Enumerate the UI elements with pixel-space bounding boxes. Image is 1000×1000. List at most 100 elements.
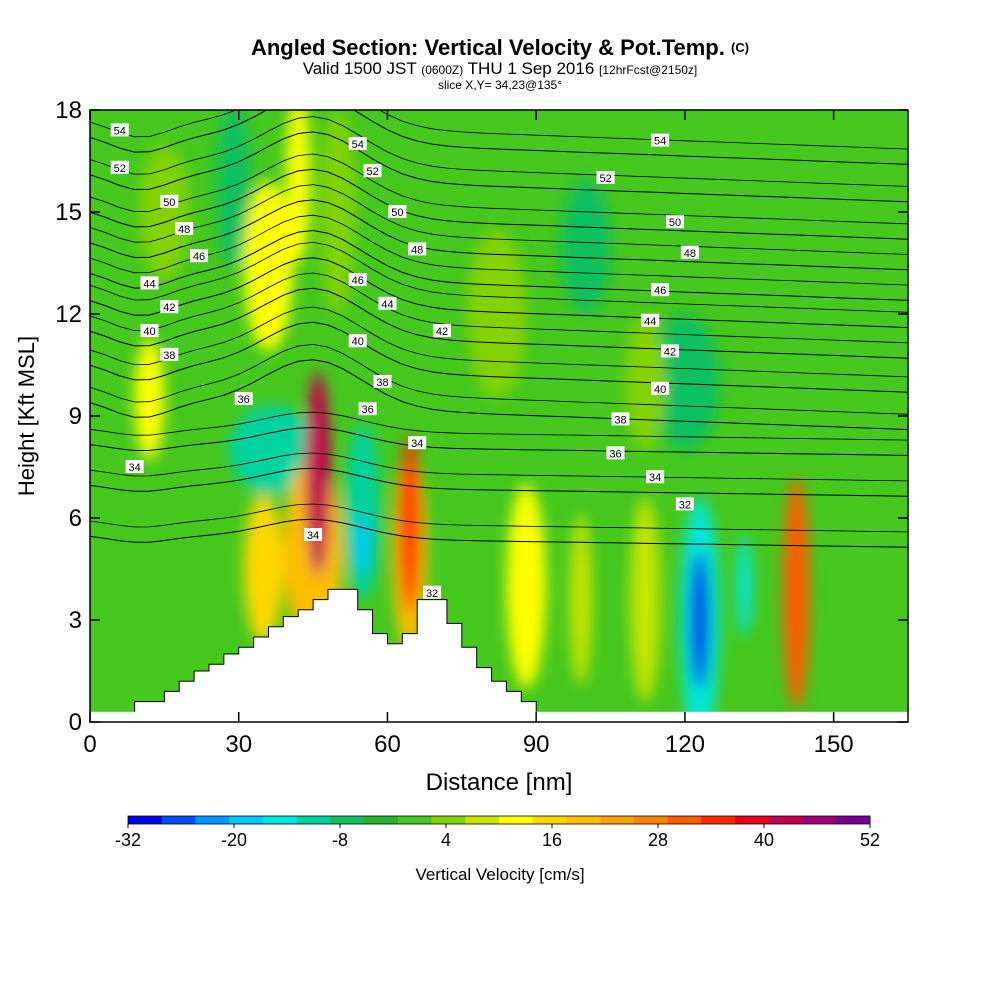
colorbar-tick-label: 4 xyxy=(441,830,451,850)
contour-label: 32 xyxy=(679,499,691,511)
theta-contour xyxy=(90,184,908,255)
theta-contour xyxy=(90,272,908,344)
x-tick-label: 90 xyxy=(523,731,550,758)
contour-label-box xyxy=(358,402,377,416)
velocity-cell xyxy=(630,497,661,702)
contour-label: 50 xyxy=(163,197,175,209)
contour-label: 40 xyxy=(654,384,666,396)
theta-contour xyxy=(90,110,908,150)
colorbar-swatch xyxy=(161,816,196,824)
contour-label: 44 xyxy=(644,316,656,328)
y-tick-label: 3 xyxy=(69,607,82,634)
colorbar-swatch xyxy=(465,816,500,824)
y-tick-label: 6 xyxy=(69,505,82,532)
theta-contour xyxy=(90,411,908,441)
contour-label: 40 xyxy=(352,336,364,348)
theta-contour xyxy=(90,241,908,313)
velocity-cell xyxy=(356,514,370,576)
colorbar-swatch xyxy=(364,816,399,824)
contour-label: 42 xyxy=(163,302,175,314)
y-tick-label: 15 xyxy=(55,199,82,226)
colorbar-tick-label: 40 xyxy=(754,830,774,850)
colorbar-tick-label: 16 xyxy=(542,830,562,850)
contour-label: 36 xyxy=(609,448,621,460)
contour-label-box xyxy=(611,412,630,426)
colorbar-swatch xyxy=(600,816,635,824)
contour-label-box xyxy=(110,123,129,137)
colorbar-label: Vertical Velocity [cm/s] xyxy=(415,865,584,884)
contour-label-box xyxy=(408,436,427,450)
valid-time: Valid 1500 JST xyxy=(302,59,417,78)
ground-strip xyxy=(90,711,908,722)
contour-label-box xyxy=(378,296,397,310)
contour-label-box xyxy=(110,160,129,174)
contour-label-box xyxy=(125,460,144,473)
contour-label: 32 xyxy=(426,588,438,600)
contour-label-box xyxy=(363,164,382,178)
contour-label-box xyxy=(373,375,392,388)
theta-contour xyxy=(90,168,908,240)
contour-label-box xyxy=(675,497,694,511)
theta-contour xyxy=(90,306,908,378)
x-tick-label: 150 xyxy=(814,731,854,758)
title-unit: (C) xyxy=(731,40,750,55)
contour-label-box xyxy=(140,324,159,337)
velocity-cell xyxy=(690,552,709,688)
contour-label: 36 xyxy=(238,394,250,406)
contour-label-box xyxy=(348,334,367,348)
contour-label: 46 xyxy=(352,275,364,287)
colorbar-swatch xyxy=(768,816,804,824)
title-main: Angled Section: Vertical Velocity & Pot.… xyxy=(250,35,725,60)
theta-contour xyxy=(90,321,908,393)
contour-label: 44 xyxy=(381,299,393,311)
contour-label-box xyxy=(661,344,680,358)
colorbar-swatch xyxy=(262,816,298,824)
velocity-cell xyxy=(399,436,420,614)
theta-contour xyxy=(90,343,908,415)
colorbar-swatch xyxy=(667,816,702,824)
velocity-cell xyxy=(216,110,252,270)
contour-label: 50 xyxy=(669,217,681,229)
contour-label-box xyxy=(606,446,625,460)
colorbar-tick-label: 52 xyxy=(860,830,880,850)
colorbar-swatch xyxy=(802,816,837,824)
velocity-cell xyxy=(345,422,381,600)
x-tick-label: 60 xyxy=(374,731,401,758)
contour-label-box xyxy=(423,585,442,599)
colorbar-swatch xyxy=(195,816,230,824)
contour-label: 48 xyxy=(684,248,696,260)
contour-label: 52 xyxy=(366,166,378,178)
theta-contour xyxy=(90,110,908,165)
theta-contour xyxy=(90,153,908,225)
contour-label: 46 xyxy=(654,285,666,297)
theta-contour xyxy=(90,116,908,187)
contour-labels: 54 52 50 48 46 44 42 40 38 36 34 34 54 52 50 48 46 44 42 40… xyxy=(110,123,699,600)
terrain xyxy=(90,588,908,722)
valid-date: THU 1 Sep 2016 xyxy=(467,59,595,78)
contour-label: 54 xyxy=(352,139,364,151)
colorbar: -32 -20 -8 4 16 28 40 52 xyxy=(115,815,880,850)
contour-label-box xyxy=(140,276,159,290)
contour-label-box xyxy=(348,273,367,286)
velocity-cell xyxy=(466,229,527,399)
contour-label-box xyxy=(408,242,427,256)
contour-label-box xyxy=(234,392,253,405)
colorbar-swatch xyxy=(296,816,331,824)
contour-label: 42 xyxy=(436,326,448,338)
colorbar-tick-label: -20 xyxy=(221,830,247,850)
colorbar-swatch xyxy=(397,816,433,824)
theta-contours xyxy=(90,110,908,548)
x-axis-label: Distance [nm] xyxy=(426,769,573,796)
velocity-cell xyxy=(569,514,592,685)
contour-label: 40 xyxy=(143,326,155,338)
colorbar-swatch xyxy=(566,816,601,824)
contour-label-box xyxy=(304,528,323,541)
contour-label: 38 xyxy=(376,377,388,389)
contour-label-box xyxy=(646,470,665,484)
colorbar-swatch xyxy=(330,816,365,824)
chart-title-block: Angled Section: Vertical Velocity & Pot.… xyxy=(0,36,1000,92)
contour-label: 46 xyxy=(193,251,205,263)
theta-contour xyxy=(90,452,908,482)
theta-contour xyxy=(90,131,908,203)
contour-label-box xyxy=(680,245,699,259)
